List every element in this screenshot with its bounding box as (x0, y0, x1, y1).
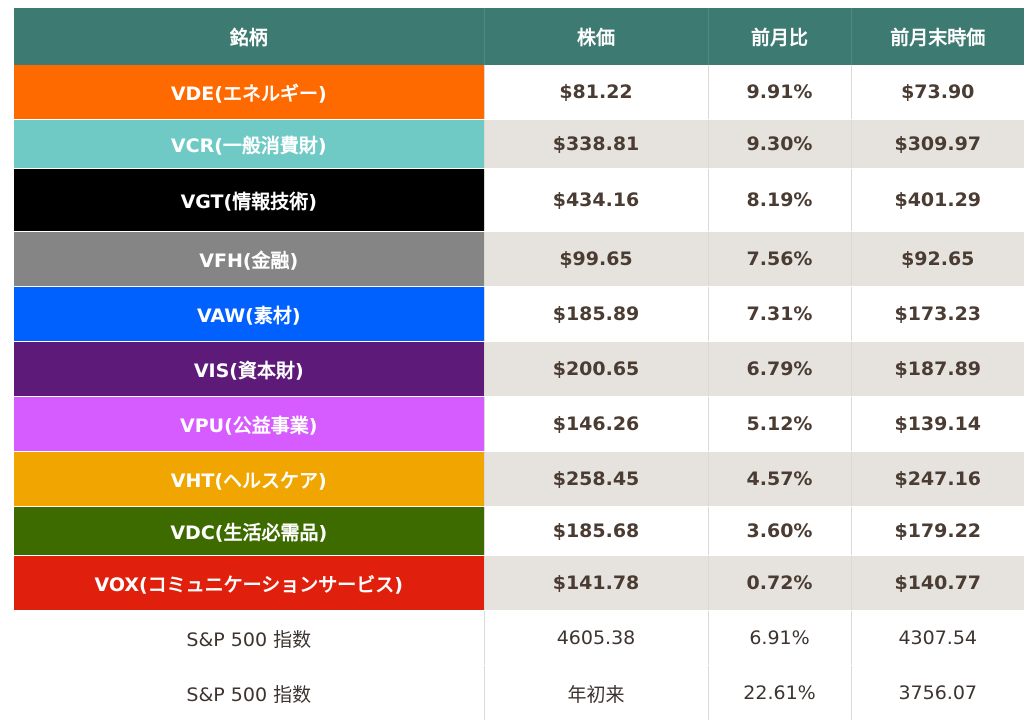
table-row: VDE(エネルギー) $81.22 9.91% $73.90 (14, 65, 1024, 120)
table-header-row: 銘柄 株価 前月比 前月末時価 (14, 8, 1024, 65)
table-row: VOX(コミュニケーションサービス) $141.78 0.72% $140.77 (14, 555, 1024, 611)
sector-name-cell: VOX(コミュニケーションサービス) (14, 555, 485, 611)
change-cell: 8.19% (708, 168, 852, 232)
table-row: VAW(素材) $185.89 7.31% $173.23 (14, 286, 1024, 342)
index-prev-value-cell: 4307.54 (851, 610, 1024, 666)
price-cell: $141.78 (484, 555, 709, 611)
table-row: VPU(公益事業) $146.26 5.12% $139.14 (14, 396, 1024, 452)
prev-value-cell: $247.16 (851, 451, 1024, 507)
change-cell: 6.79% (708, 341, 852, 397)
price-cell: $81.22 (484, 65, 709, 120)
index-name-cell: S&P 500 指数 (14, 610, 485, 666)
table-row: VIS(資本財) $200.65 6.79% $187.89 (14, 341, 1024, 397)
sector-name-cell: VHT(ヘルスケア) (14, 451, 485, 507)
index-price-cell: 4605.38 (484, 610, 709, 666)
prev-value-cell: $139.14 (851, 396, 1024, 452)
change-cell: 0.72% (708, 555, 852, 611)
prev-value-cell: $140.77 (851, 555, 1024, 611)
column-header-change: 前月比 (708, 8, 852, 65)
price-cell: $434.16 (484, 168, 709, 232)
sector-name-cell: VGT(情報技術) (14, 168, 485, 232)
prev-value-cell: $309.97 (851, 119, 1024, 169)
sector-performance-table-container: 銘柄 株価 前月比 前月末時価 VDE(エネルギー) $81.22 9.91% … (14, 8, 1024, 721)
sector-name-cell: VDC(生活必需品) (14, 506, 485, 556)
price-cell: $338.81 (484, 119, 709, 169)
prev-value-cell: $92.65 (851, 231, 1024, 287)
change-cell: 7.56% (708, 231, 852, 287)
table-row: VFH(金融) $99.65 7.56% $92.65 (14, 231, 1024, 287)
price-cell: $185.68 (484, 506, 709, 556)
table-row: VCR(一般消費財) $338.81 9.30% $309.97 (14, 119, 1024, 169)
sector-name-cell: VPU(公益事業) (14, 396, 485, 452)
index-name-cell: S&P 500 指数 (14, 665, 485, 721)
column-header-price: 株価 (484, 8, 709, 65)
table-row: VHT(ヘルスケア) $258.45 4.57% $247.16 (14, 451, 1024, 507)
price-cell: $200.65 (484, 341, 709, 397)
sector-name-cell: VFH(金融) (14, 231, 485, 287)
price-cell: $258.45 (484, 451, 709, 507)
prev-value-cell: $73.90 (851, 65, 1024, 120)
index-change-cell: 6.91% (708, 610, 852, 666)
change-cell: 9.91% (708, 65, 852, 120)
index-change-cell: 22.61% (708, 665, 852, 721)
price-cell: $146.26 (484, 396, 709, 452)
column-header-prev-month-value: 前月末時価 (851, 8, 1024, 65)
index-period-cell: 年初来 (484, 665, 709, 721)
sector-name-cell: VDE(エネルギー) (14, 65, 485, 120)
index-row: S&P 500 指数 4605.38 6.91% 4307.54 (14, 610, 1024, 666)
prev-value-cell: $173.23 (851, 286, 1024, 342)
sector-performance-table: 銘柄 株価 前月比 前月末時価 VDE(エネルギー) $81.22 9.91% … (14, 8, 1024, 721)
sector-name-cell: VCR(一般消費財) (14, 119, 485, 169)
index-row: S&P 500 指数 年初来 22.61% 3756.07 (14, 665, 1024, 721)
sector-name-cell: VAW(素材) (14, 286, 485, 342)
price-cell: $185.89 (484, 286, 709, 342)
table-row: VDC(生活必需品) $185.68 3.60% $179.22 (14, 506, 1024, 556)
index-prev-value-cell: 3756.07 (851, 665, 1024, 721)
sector-name-cell: VIS(資本財) (14, 341, 485, 397)
change-cell: 5.12% (708, 396, 852, 452)
prev-value-cell: $401.29 (851, 168, 1024, 232)
change-cell: 7.31% (708, 286, 852, 342)
change-cell: 3.60% (708, 506, 852, 556)
prev-value-cell: $179.22 (851, 506, 1024, 556)
change-cell: 4.57% (708, 451, 852, 507)
column-header-name: 銘柄 (14, 8, 485, 65)
prev-value-cell: $187.89 (851, 341, 1024, 397)
change-cell: 9.30% (708, 119, 852, 169)
table-row: VGT(情報技術) $434.16 8.19% $401.29 (14, 168, 1024, 232)
price-cell: $99.65 (484, 231, 709, 287)
